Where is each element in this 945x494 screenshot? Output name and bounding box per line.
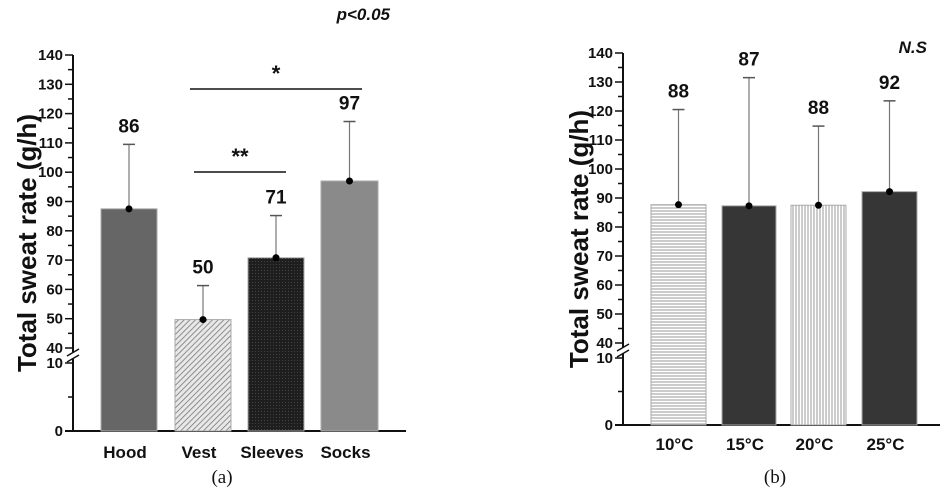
y-tick-label: 40: [46, 340, 63, 357]
y-tick-label: 130: [588, 74, 613, 91]
category-label: Socks: [320, 443, 370, 462]
mean-point: [272, 254, 280, 262]
category-label: Sleeves: [240, 443, 303, 462]
y-tick-label: 40: [596, 335, 613, 352]
y-tick-label: 90: [596, 190, 613, 207]
y-tick-label: 120: [38, 106, 63, 123]
y-tick-label: 60: [46, 281, 63, 298]
mean-point: [346, 177, 353, 185]
mean-point: [675, 201, 682, 209]
data-label: 88: [668, 82, 689, 103]
bar-2: [247, 257, 305, 432]
panel-label: (a): [211, 467, 232, 488]
y-tick-label: 0: [605, 417, 613, 434]
panel-label: (b): [764, 467, 786, 488]
significance-note: p<0.05: [336, 5, 391, 24]
mean-point: [815, 201, 822, 209]
significance-marker: *: [272, 61, 281, 86]
y-tick-label: 110: [589, 132, 613, 149]
y-tick-label: 80: [596, 219, 613, 236]
category-label: Hood: [103, 443, 146, 462]
y-tick-label: 140: [38, 47, 63, 64]
axis-break-mark: [66, 348, 80, 363]
y-tick-label: 120: [588, 103, 613, 120]
data-label: 86: [118, 116, 139, 137]
y-tick-label: 10: [46, 355, 63, 372]
significance-note: N.S: [899, 38, 928, 57]
bar-1: [174, 319, 232, 432]
bar-1: [721, 205, 777, 426]
bar-2: [790, 204, 847, 426]
y-tick-label: 130: [38, 76, 63, 93]
y-tick-label: 10: [596, 350, 613, 367]
y-tick-label: 90: [46, 194, 63, 211]
y-tick-label: 70: [596, 248, 613, 265]
bar-0: [100, 208, 158, 432]
y-axis-label: Total sweat rate (g/h): [564, 110, 594, 368]
mean-point: [745, 202, 753, 210]
y-tick-label: 60: [596, 277, 613, 294]
data-label: 87: [738, 50, 759, 71]
y-tick-label: 100: [38, 164, 63, 181]
y-tick-label: 140: [588, 45, 613, 62]
axis-break-mark: [616, 343, 630, 358]
data-label: 88: [808, 98, 829, 119]
mean-point: [886, 188, 893, 196]
mean-point: [125, 205, 133, 213]
significance-marker: **: [231, 144, 249, 169]
y-tick-label: 100: [588, 161, 613, 178]
category-label: 25°C: [867, 435, 905, 454]
category-label: 10°C: [656, 435, 694, 454]
category-label: 20°C: [796, 435, 834, 454]
data-label: 97: [339, 94, 360, 115]
y-tick-label: 50: [46, 311, 63, 328]
mean-point: [199, 316, 207, 324]
y-tick-label: 50: [596, 306, 613, 323]
category-label: Vest: [182, 443, 217, 462]
y-axis-label: Total sweat rate (g/h): [12, 114, 42, 372]
data-label: 50: [192, 258, 213, 279]
category-label: 15°C: [726, 435, 764, 454]
y-tick-label: 110: [39, 135, 63, 152]
y-tick-label: 80: [46, 223, 63, 240]
data-label: 71: [265, 188, 287, 209]
bar-3: [320, 180, 379, 432]
y-tick-label: 70: [46, 252, 63, 269]
y-tick-label: 0: [55, 423, 63, 440]
bar-3: [861, 191, 918, 426]
bar-0: [650, 204, 707, 426]
data-label: 92: [879, 73, 900, 94]
